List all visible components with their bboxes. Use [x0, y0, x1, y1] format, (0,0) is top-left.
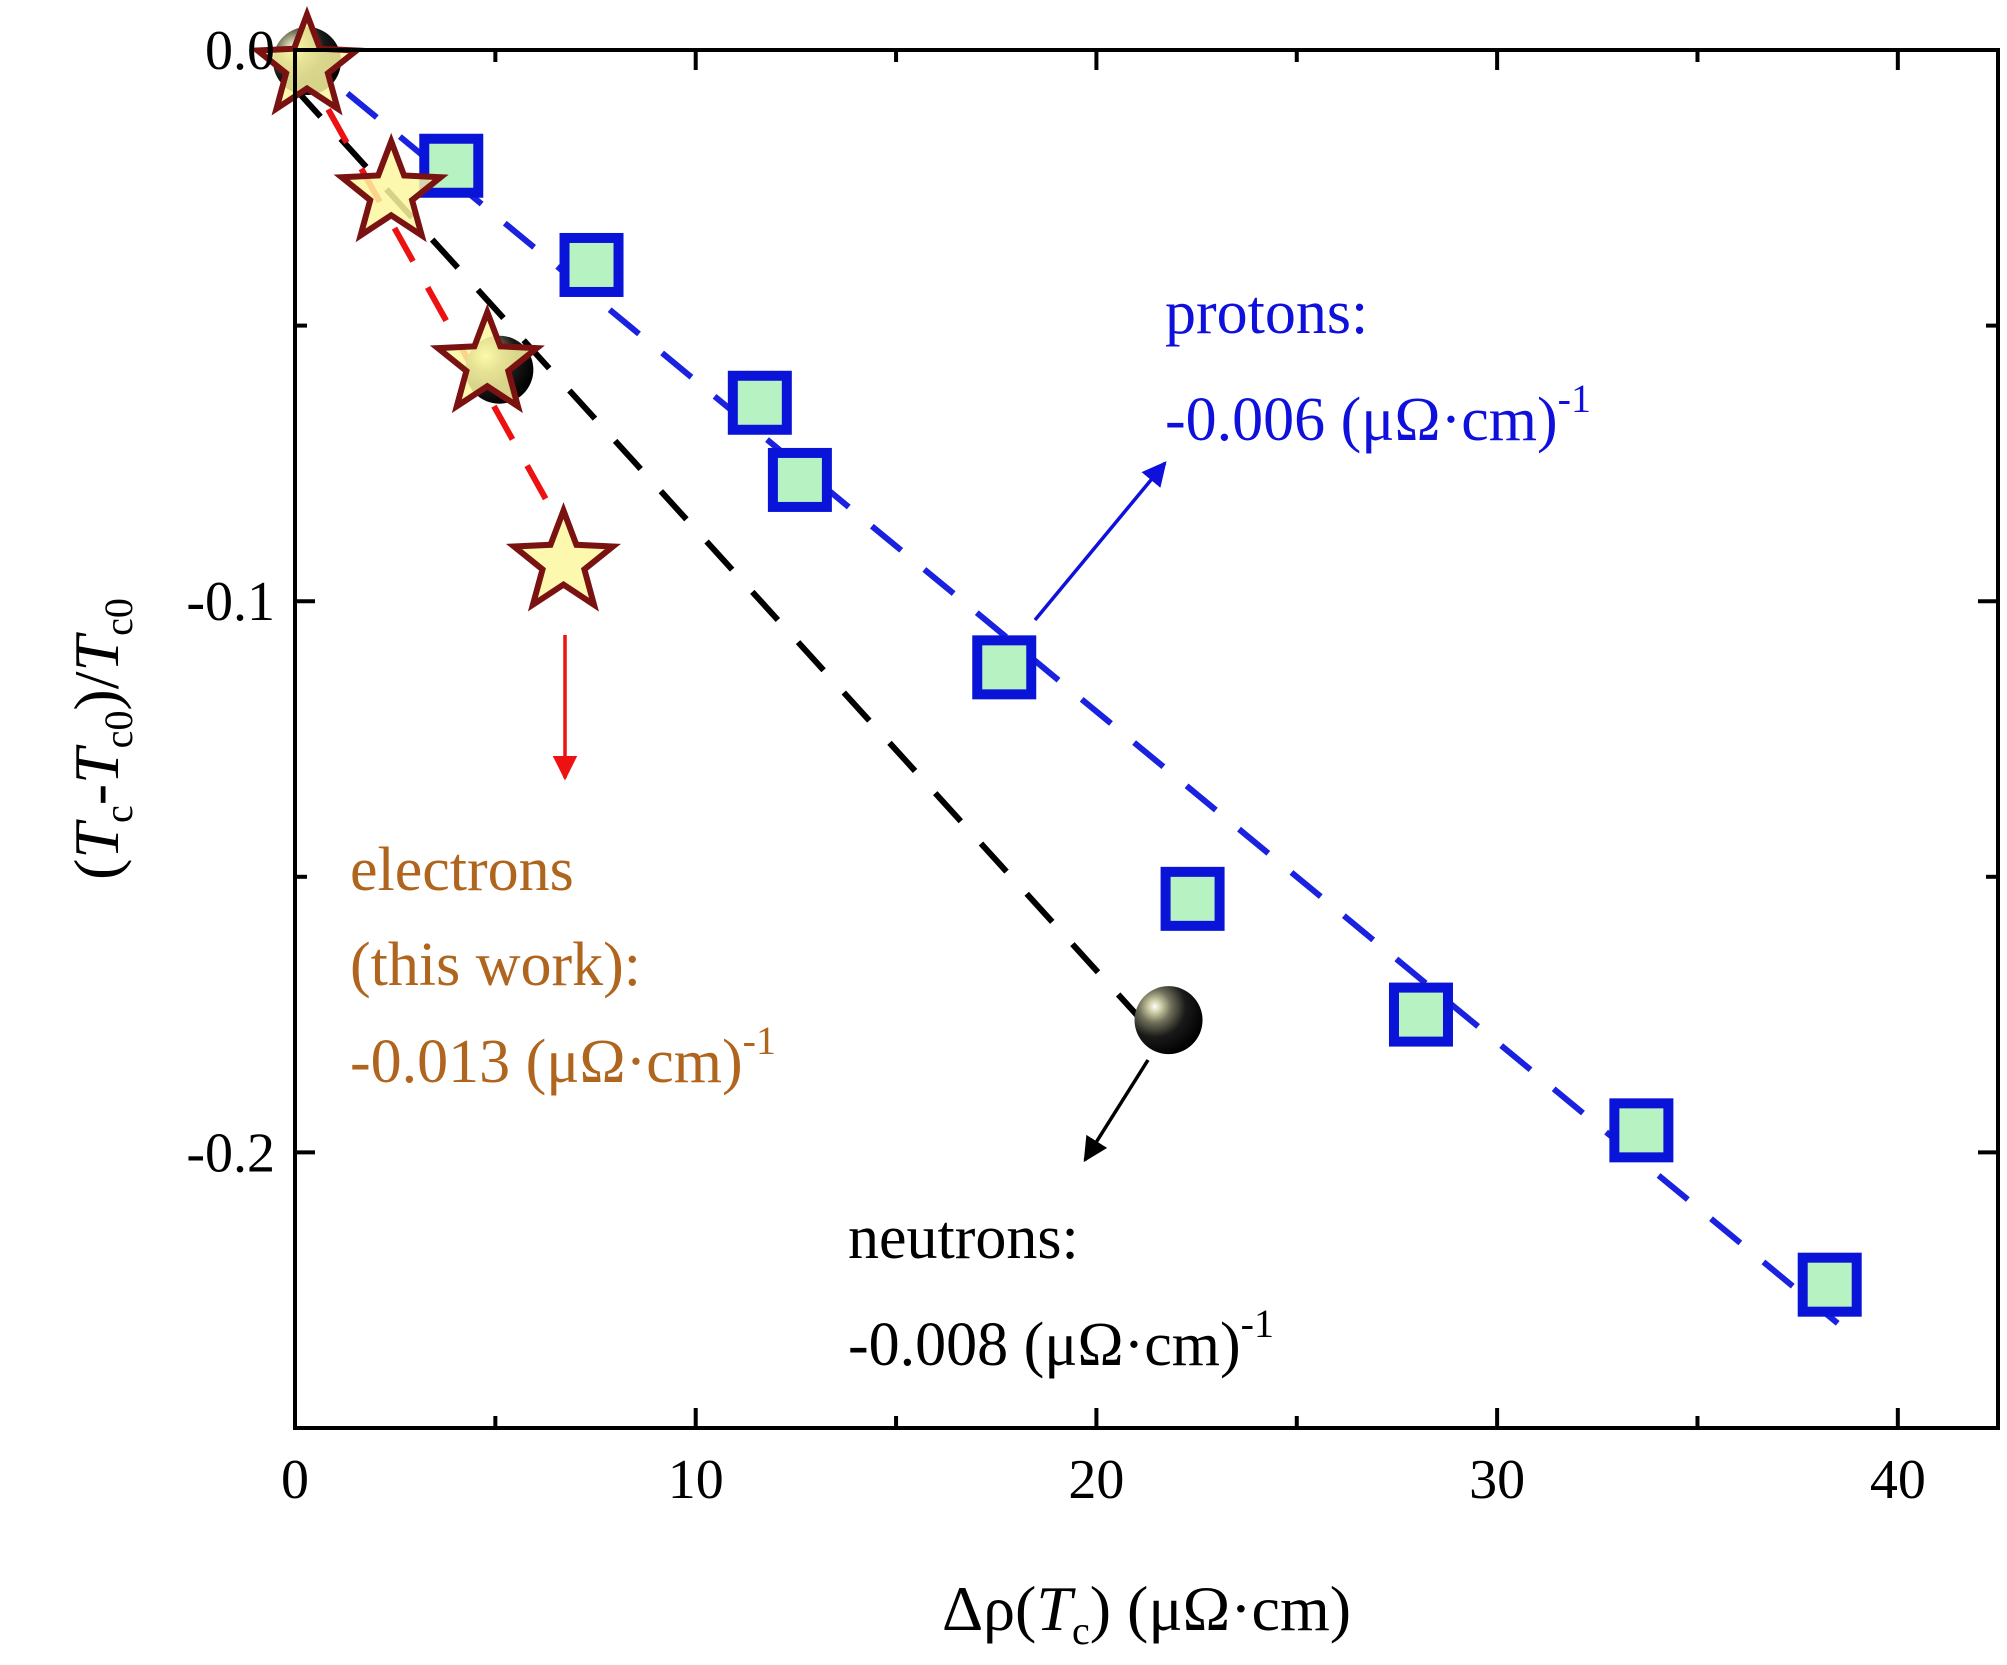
protons-point	[1160, 866, 1225, 931]
protons-label: protons:	[1165, 279, 1368, 347]
electrons-point	[505, 502, 621, 612]
protons-point	[1388, 982, 1453, 1047]
labels: 0 10 20 30 40 0.0 -0.1 -0.2 Δρ(Tc) (μΩ·cm) (Tc-Tc…	[61, 20, 1926, 1653]
annotation-value: -0.006 (μΩ·cm)-1	[1165, 376, 1591, 454]
protons-point	[1609, 1098, 1674, 1163]
fit-lines	[292, 47, 1840, 1326]
x-tick-label: 30	[1469, 1449, 1525, 1511]
annotation-arrows	[552, 461, 1167, 1163]
neutrons-arrow	[1083, 1059, 1150, 1163]
protons-point	[972, 635, 1037, 700]
protons-point	[727, 370, 792, 435]
y-tick-label: 0.0	[205, 20, 275, 82]
electrons-point	[429, 303, 545, 414]
protons-arrow	[1033, 461, 1167, 622]
neutrons-label: neutrons:	[848, 1204, 1079, 1272]
x-axis-label: Δρ(Tc) (μΩ·cm)	[942, 1573, 1351, 1653]
neutrons-point	[1134, 986, 1203, 1055]
annotation-value: -0.013 (μΩ·cm)-1	[350, 1018, 776, 1096]
fit-line-neutrons	[292, 86, 1159, 1039]
x-tick-label: 10	[668, 1449, 724, 1511]
annotation-value: -0.008 (μΩ·cm)-1	[848, 1301, 1274, 1379]
fit-line-protons	[293, 47, 1840, 1326]
electrons-label: electrons	[350, 836, 574, 904]
electrons-label-2: (this work):	[350, 931, 641, 999]
x-tick-label: 40	[1870, 1449, 1926, 1511]
plot-frame	[293, 48, 2000, 1430]
protons-point	[767, 447, 832, 512]
data-points	[249, 6, 1862, 1317]
y-tick-label: -0.1	[186, 571, 275, 633]
fit-line-electrons	[292, 48, 551, 504]
y-axis-label: (Tc-Tc0)/Tc0	[61, 598, 141, 880]
protons-point	[1797, 1252, 1862, 1317]
x-tick-label: 0	[281, 1449, 309, 1511]
protons-point	[559, 232, 624, 297]
axes	[293, 48, 2000, 1430]
y-tick-label: -0.2	[186, 1122, 275, 1184]
x-tick-label: 20	[1068, 1449, 1124, 1511]
electrons-point	[333, 132, 449, 243]
